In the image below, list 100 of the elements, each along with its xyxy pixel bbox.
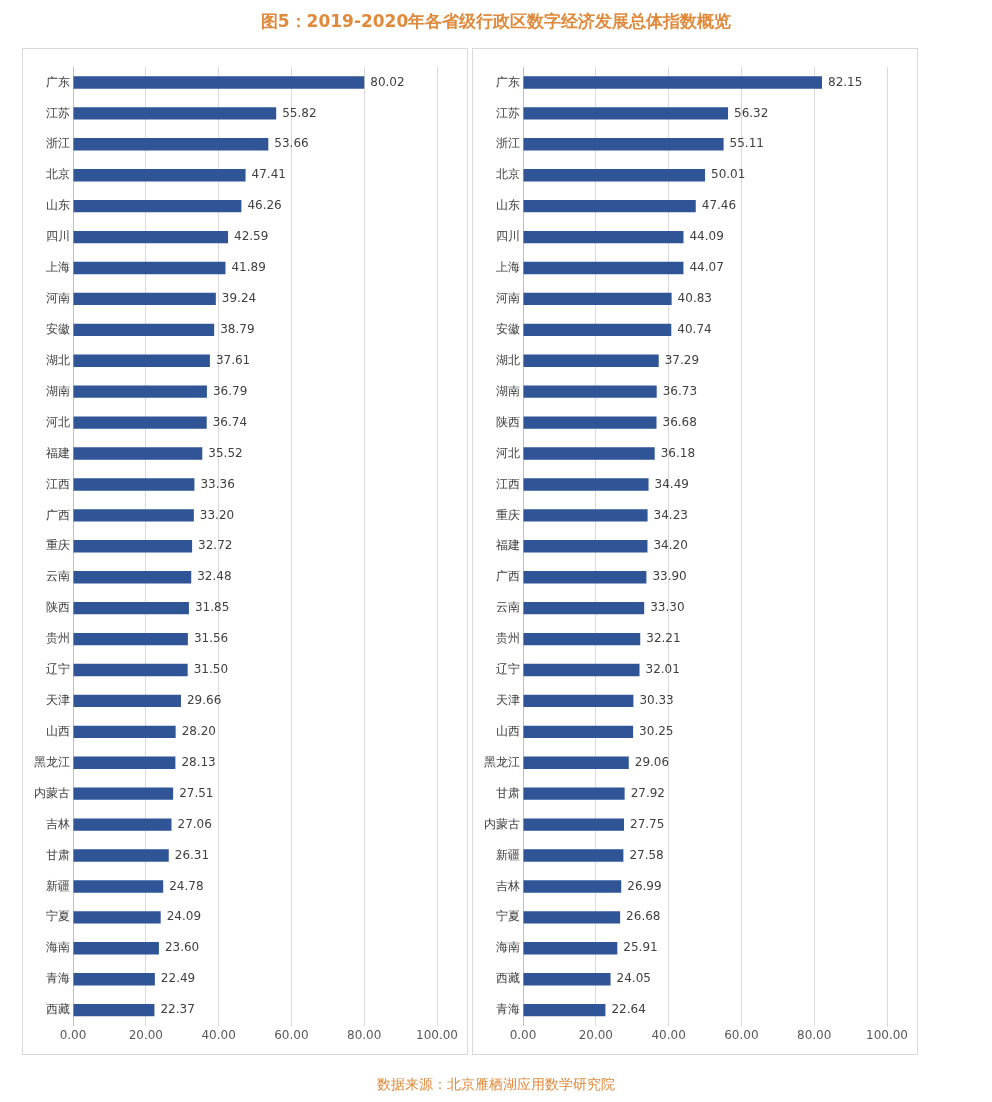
data-label: 37.61	[215, 352, 251, 367]
data-label: 50.01	[711, 167, 746, 182]
data-label: 53.66	[274, 136, 309, 151]
data-label: 32.72	[198, 538, 233, 553]
data-label: 31.50	[193, 662, 229, 677]
bar	[523, 261, 684, 275]
y-tick-label: 内蒙古	[484, 816, 520, 831]
y-tick-label: 河南	[496, 291, 520, 306]
bar	[523, 354, 659, 367]
bar	[523, 973, 611, 986]
y-tick-label: 甘肃	[496, 785, 520, 800]
data-label: 33.20	[199, 507, 235, 522]
bar	[523, 447, 655, 460]
bar	[523, 787, 625, 800]
data-label: 34.20	[653, 538, 688, 553]
bar	[523, 385, 657, 398]
bar	[523, 478, 649, 491]
y-tick-label: 上海	[46, 260, 70, 275]
data-label: 32.48	[197, 569, 232, 584]
bar	[73, 725, 176, 739]
data-label: 29.66	[186, 693, 222, 708]
data-label: 22.64	[611, 1002, 646, 1017]
bar	[73, 107, 277, 120]
bar	[73, 942, 159, 955]
data-label: 47.41	[251, 167, 286, 182]
data-label: 36.73	[662, 383, 698, 398]
y-tick-label: 黑龙江	[484, 754, 520, 769]
bar	[73, 76, 365, 89]
data-label: 22.37	[160, 1002, 195, 1017]
y-tick-label: 云南	[46, 569, 70, 584]
y-tick-label: 山西	[46, 723, 70, 738]
bar	[73, 787, 174, 800]
data-label: 40.74	[677, 321, 712, 336]
y-tick-label: 重庆	[46, 538, 70, 553]
bar	[73, 663, 188, 677]
data-label: 39.24	[221, 291, 257, 306]
data-label: 32.01	[645, 662, 680, 677]
y-tick-label: 辽宁	[46, 662, 70, 677]
bar	[73, 385, 207, 398]
bar	[523, 323, 672, 337]
bar	[73, 230, 229, 244]
bar	[73, 138, 269, 151]
data-label: 30.25	[639, 723, 674, 738]
data-label: 33.90	[652, 569, 687, 584]
data-label: 30.33	[639, 693, 674, 708]
y-tick-label: 浙江	[496, 136, 520, 151]
y-tick-label: 浙江	[46, 136, 70, 151]
bar	[73, 199, 242, 213]
data-label: 42.59	[234, 229, 269, 244]
bar	[73, 756, 176, 769]
bar	[73, 818, 172, 831]
y-tick-label: 四川	[46, 229, 70, 244]
x-tick-label: 100.00	[866, 1027, 908, 1042]
bar	[523, 76, 823, 89]
data-label: 27.06	[177, 816, 212, 831]
y-tick-label: 天津	[496, 693, 520, 708]
bar	[523, 107, 729, 120]
data-label: 38.79	[220, 321, 255, 336]
data-label: 32.21	[646, 631, 681, 646]
y-tick-label: 青海	[46, 971, 70, 986]
y-tick-label: 宁夏	[46, 909, 70, 924]
data-label: 35.52	[208, 445, 243, 460]
data-label: 56.32	[734, 105, 769, 120]
bar	[523, 880, 622, 893]
data-label: 28.20	[181, 723, 217, 738]
data-label: 80.02	[370, 74, 405, 89]
data-label: 24.05	[616, 971, 651, 986]
bar	[523, 632, 641, 646]
y-tick-label: 西藏	[46, 1002, 70, 1017]
data-label: 44.09	[689, 229, 724, 244]
y-tick-label: 青海	[496, 1002, 520, 1017]
data-label: 23.60	[164, 940, 200, 955]
data-label: 36.68	[662, 414, 697, 429]
y-tick-label: 甘肃	[46, 847, 70, 862]
data-label: 44.07	[689, 260, 724, 275]
y-tick-label: 安徽	[496, 321, 520, 336]
y-tick-label: 江西	[46, 476, 70, 491]
data-label: 34.49	[654, 476, 689, 491]
text: 图5：2019-2020年各省级行政区数字经济发展总体指数概览	[259, 10, 733, 33]
y-tick-label: 贵州	[46, 631, 70, 646]
data-label: 24.78	[169, 878, 204, 893]
y-tick-label: 内蒙古	[34, 785, 70, 800]
data-label: 22.49	[160, 971, 196, 986]
y-tick-label: 吉林	[46, 816, 70, 831]
data-label: 36.18	[660, 445, 696, 460]
y-tick-label: 山东	[46, 198, 70, 213]
y-tick-label: 西藏	[496, 971, 520, 986]
y-tick-label: 新疆	[46, 878, 70, 893]
x-tick-label: 80.00	[347, 1027, 382, 1042]
y-tick-label: 上海	[496, 260, 520, 275]
data-label: 27.92	[630, 785, 665, 800]
bar	[73, 292, 216, 306]
bar	[73, 973, 155, 986]
source-note: 数据来源：北京雁栖湖应用数学研究院	[376, 1076, 616, 1094]
y-tick-label: 广西	[496, 569, 520, 584]
y-tick-label: 河北	[496, 445, 520, 460]
bar	[73, 880, 164, 893]
bar	[523, 942, 618, 955]
y-tick-label: 陕西	[46, 600, 70, 615]
data-label: 36.74	[212, 414, 248, 429]
